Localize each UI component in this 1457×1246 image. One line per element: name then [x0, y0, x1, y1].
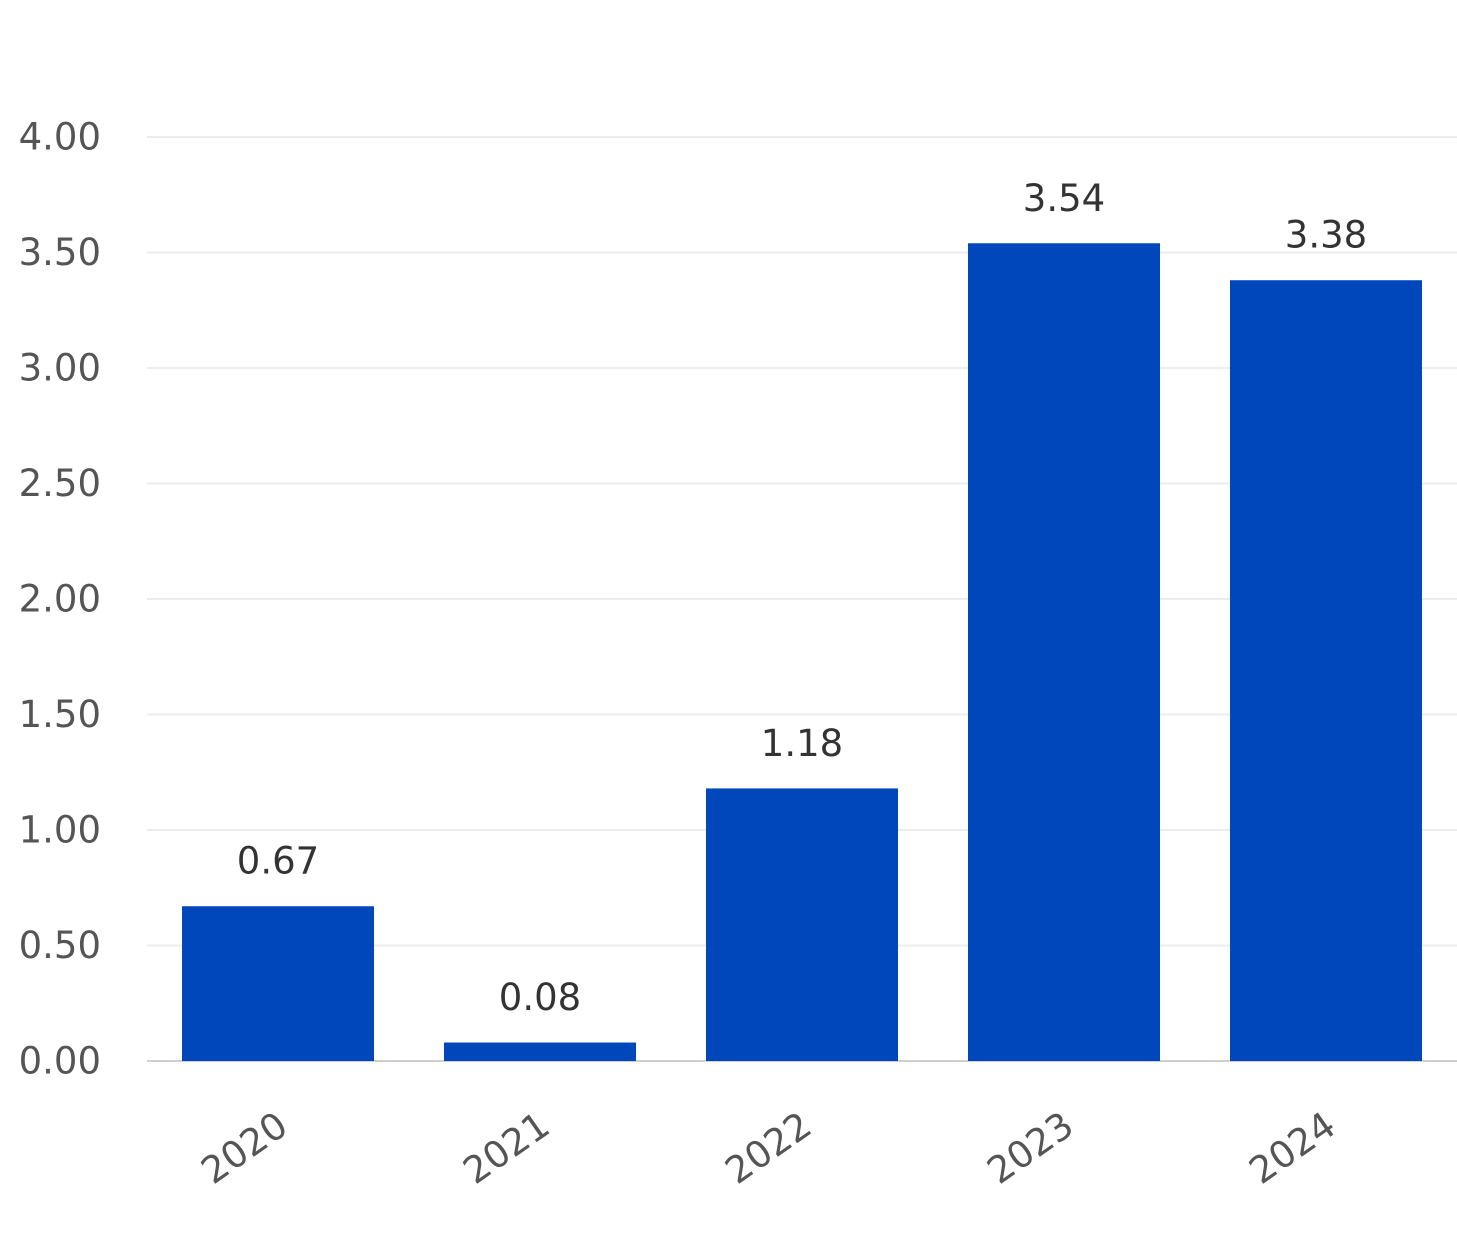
y-tick-label: 2.00: [19, 578, 101, 621]
y-tick-label: 1.50: [19, 693, 101, 736]
bar: [1230, 280, 1422, 1062]
data-label: 0.08: [499, 976, 581, 1019]
bar: [444, 1042, 636, 1061]
bar: [968, 243, 1160, 1061]
x-tick-label: 2022: [718, 1103, 820, 1192]
bars: [182, 243, 1422, 1062]
x-tick-label: 2021: [456, 1103, 558, 1192]
data-label: 3.38: [1285, 214, 1367, 257]
x-axis: 2020 2021 2022 2023 2024: [194, 1103, 1344, 1192]
y-tick-label: 4.00: [19, 116, 101, 159]
x-tick-label: 2023: [980, 1103, 1082, 1192]
data-label: 3.54: [1023, 177, 1105, 220]
data-labels: 0.67 0.08 1.18 3.54 3.38: [237, 177, 1367, 1019]
x-tick-label: 2024: [1242, 1103, 1344, 1192]
bar: [706, 788, 898, 1061]
data-label: 0.67: [237, 840, 319, 883]
bar: [182, 906, 374, 1061]
y-tick-label: 3.00: [19, 347, 101, 390]
y-axis: 0.00 0.50 1.00 1.50 2.00 2.50 3.00 3.50 4.00: [19, 116, 101, 1083]
y-tick-label: 0.00: [19, 1040, 101, 1083]
data-label: 1.18: [761, 722, 843, 765]
y-tick-label: 3.50: [19, 231, 101, 274]
y-tick-label: 2.50: [19, 462, 101, 505]
y-tick-label: 1.00: [19, 809, 101, 852]
x-tick-label: 2020: [194, 1103, 296, 1192]
y-tick-label: 0.50: [19, 924, 101, 967]
